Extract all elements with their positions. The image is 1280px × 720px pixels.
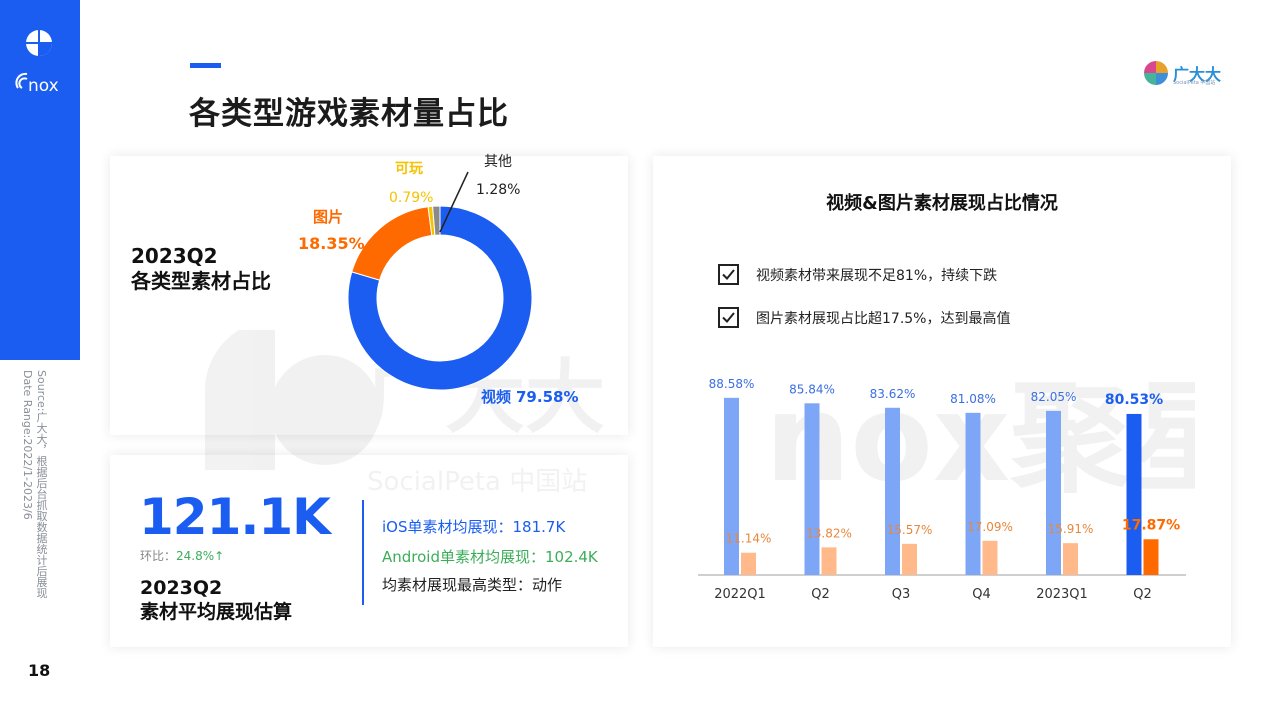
video-value-label-0: 88.58% — [709, 377, 755, 391]
image-bar-2 — [902, 543, 917, 575]
label-video-name: 视频 — [481, 388, 512, 406]
category-label-2: Q3 — [892, 587, 911, 602]
donut-period: 2023Q2 — [131, 244, 218, 268]
image-value-label-1: 13.82% — [806, 526, 852, 540]
bar-chart: 88.58% 11.14% 2022Q1 85.84% 13.82% Q2 83.62% 15… — [698, 377, 1186, 602]
stat-ios-line: iOS单素材均展现：181.7K — [382, 518, 566, 536]
image-bar-5 — [1143, 539, 1159, 575]
donut-subtitle: 各类型素材占比 — [131, 269, 271, 293]
brand-subtitle: SocialPeta 中国站 — [1173, 80, 1216, 86]
donut-slice-3 — [432, 205, 441, 236]
video-bar-5 — [1126, 413, 1142, 575]
bar-chart-title: 视频&图片素材展现占比情况 — [826, 193, 1058, 214]
label-video-value: 79.58% — [516, 388, 579, 406]
category-label-1: Q2 — [811, 587, 830, 602]
label-playable-value: 0.79% — [389, 190, 434, 206]
page-number: 18 — [28, 661, 51, 680]
label-image-name: 图片 — [313, 208, 344, 226]
image-value-label-3: 17.09% — [967, 520, 1013, 534]
video-bar-1 — [804, 403, 820, 575]
video-value-label-3: 81.08% — [950, 392, 996, 406]
donut-chart — [347, 205, 533, 391]
video-bar-2 — [885, 407, 900, 575]
label-other-value: 1.28% — [476, 182, 521, 198]
mom-label: 环比： — [140, 549, 177, 563]
avg-impression-value: 121.1K — [139, 488, 331, 546]
video-bar-3 — [965, 412, 981, 575]
stat-android-line: Android单素材均展现：102.4K — [382, 548, 598, 566]
video-bar-4 — [1046, 410, 1061, 575]
nox-wordmark-icon: nox — [15, 72, 59, 96]
brand-icon — [1144, 61, 1168, 85]
label-playable-name: 可玩 — [395, 161, 423, 177]
brand-logo: 广大大 SocialPeta 中国站 — [1143, 60, 1223, 88]
image-bar-3 — [982, 540, 998, 575]
title-accent-bar — [190, 63, 221, 68]
mom-value: 24.8%↑ — [176, 549, 225, 563]
checkmark-icon — [722, 269, 735, 280]
category-label-5: Q2 — [1133, 587, 1152, 602]
image-value-label-0: 11.14% — [726, 532, 772, 546]
brand-name: 广大大 — [1173, 65, 1222, 84]
video-value-label-1: 85.84% — [789, 382, 835, 396]
checkmark-icon — [722, 312, 735, 323]
check-item-2 — [718, 307, 739, 328]
check-item-1 — [718, 264, 739, 285]
nox-logo-icon — [26, 30, 52, 56]
other-leader-line — [439, 171, 469, 233]
svg-text:nox: nox — [28, 76, 59, 96]
category-label-0: 2022Q1 — [714, 587, 766, 602]
label-other-name: 其他 — [484, 154, 512, 170]
image-value-label-5: 17.87% — [1122, 517, 1180, 533]
video-value-label-5: 80.53% — [1105, 392, 1163, 408]
category-label-4: 2023Q1 — [1036, 587, 1088, 602]
image-value-label-4: 15.91% — [1048, 522, 1094, 536]
side-rail: nox — [0, 0, 80, 360]
stat-period: 2023Q2 — [140, 577, 223, 599]
donut-slice-0 — [347, 205, 533, 391]
source-note: Source:广大大，根据后台抓取数据统计后展现 Date Range:2022… — [21, 370, 48, 599]
check-text-1: 视频素材带来展现不足81%，持续下跌 — [756, 268, 998, 284]
image-bar-1 — [821, 547, 837, 575]
video-value-label-4: 82.05% — [1031, 390, 1077, 404]
check-text-2: 图片素材展现占比超17.5%，达到最高值 — [756, 311, 1011, 327]
video-value-label-2: 83.62% — [870, 387, 916, 401]
image-value-label-2: 15.57% — [887, 523, 933, 537]
stat-top-genre-line: 均素材展现最高类型：动作 — [382, 576, 563, 594]
video-bar-0 — [724, 397, 739, 575]
stat-card — [110, 455, 628, 647]
stat-divider — [362, 500, 364, 605]
category-label-3: Q4 — [972, 587, 991, 602]
stat-subtitle: 素材平均展现估算 — [140, 601, 293, 623]
mom-change: 环比：24.8%↑ — [140, 547, 224, 564]
image-bar-0 — [741, 552, 756, 575]
label-image-value: 18.35% — [298, 234, 365, 253]
page-title: 各类型游戏素材量占比 — [189, 96, 509, 132]
image-bar-4 — [1063, 543, 1078, 575]
